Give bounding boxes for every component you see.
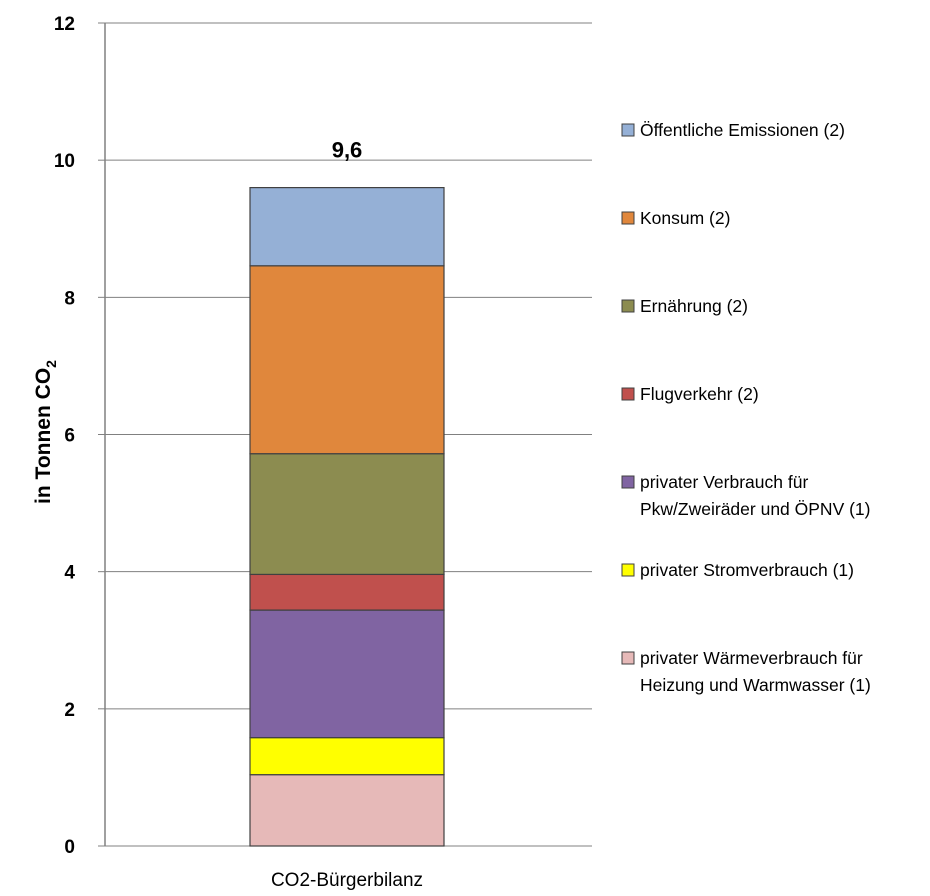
y-tick-label: 10: [54, 151, 75, 172]
legend-label: Pkw/Zweiräder und ÖPNV (1): [640, 499, 871, 519]
bar-segment-5: [249, 453, 445, 576]
y-tick-label: 6: [64, 426, 75, 447]
y-tick-label: 8: [64, 288, 75, 309]
y-tick-label: 0: [64, 837, 75, 858]
legend-label: Konsum (2): [640, 208, 730, 228]
legend-label: Flugverkehr (2): [640, 384, 759, 404]
legend-swatch: [621, 387, 635, 401]
bar-segment-2: [249, 737, 445, 776]
legend-label: privater Stromverbrauch (1): [640, 560, 854, 580]
y-tick-label: 12: [54, 14, 75, 35]
legend-swatch: [621, 563, 635, 577]
bar-segment-6: [249, 265, 445, 455]
legend-label: Ernährung (2): [640, 296, 748, 316]
legend-swatch: [621, 211, 635, 225]
legend-label: Heizung und Warmwasser (1): [640, 675, 871, 695]
x-tick-labels: CO2-Bürgerbilanz: [271, 870, 423, 891]
bar-segment-1: [249, 774, 445, 847]
legend: Öffentliche Emissionen (2) Konsum (2) Ernä…: [621, 120, 871, 695]
y-tick-label: 2: [64, 700, 75, 721]
legend-swatch: [621, 299, 635, 313]
y-tick-label: 4: [64, 563, 75, 584]
y-tick-labels: 0 2 4 6 8 10 12: [54, 14, 76, 858]
bar-segment-7: [249, 187, 445, 267]
legend-label: Öffentliche Emissionen (2): [640, 120, 845, 140]
legend-label: privater Verbrauch für: [640, 472, 808, 492]
x-tick-label: CO2-Bürgerbilanz: [271, 870, 423, 891]
y-axis-label: in Tonnen CO2: [32, 360, 59, 504]
legend-swatch: [621, 123, 635, 137]
bar-segment-3: [249, 609, 445, 739]
bar-segments: [249, 187, 445, 847]
legend-swatch: [621, 475, 635, 489]
bar-segment-4: [249, 573, 445, 611]
total-value-label: 9,6: [332, 138, 363, 163]
legend-swatch: [621, 651, 635, 665]
legend-label: privater Wärmeverbrauch für: [640, 648, 863, 668]
